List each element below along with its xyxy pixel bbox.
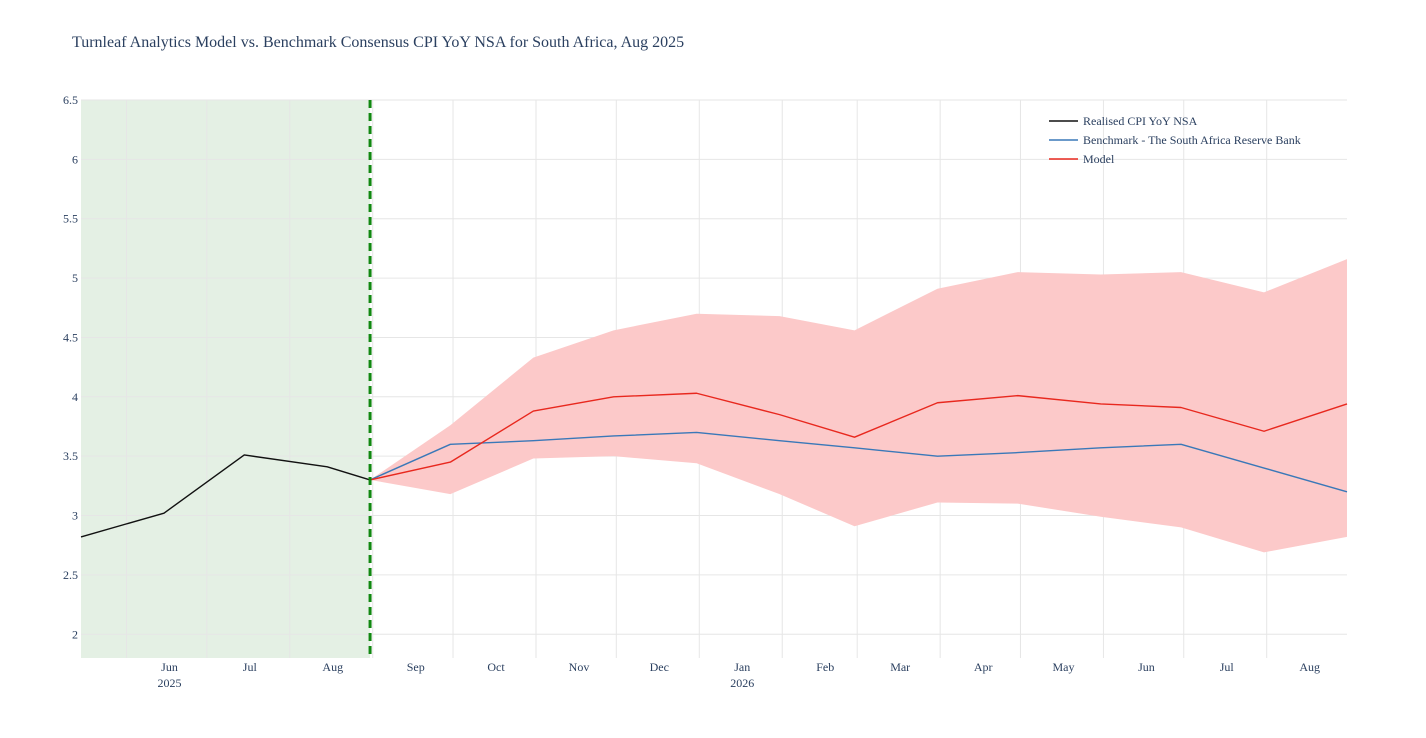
series-lines	[80, 392, 1348, 538]
x-tick-label: May	[1052, 660, 1074, 674]
x-tick-label: Apr	[974, 660, 993, 674]
model-confidence-band	[370, 259, 1347, 553]
x-tick-year-label: 2026	[730, 676, 754, 690]
x-tick-label: Sep	[407, 660, 425, 674]
x-tick-label: Jan	[734, 660, 750, 674]
legend-label: Realised CPI YoY NSA	[1083, 114, 1198, 128]
history-shaded-region	[81, 100, 371, 658]
y-tick-label: 5	[72, 271, 78, 285]
x-tick-label: Nov	[569, 660, 590, 674]
realised-cpi-line	[80, 454, 371, 538]
benchmark-line	[369, 431, 1348, 493]
x-tick-label: Jun	[161, 660, 178, 674]
y-tick-label: 2.5	[63, 568, 78, 582]
y-tick-label: 5.5	[63, 212, 78, 226]
x-tick-label: Jul	[1220, 660, 1235, 674]
legend-item[interactable]: Benchmark - The South Africa Reserve Ban…	[1049, 133, 1301, 147]
y-tick-label: 2	[72, 627, 78, 641]
y-axis-ticks: 2 2.5 3 3.5 4 4.5 5 5.5 6 6.5	[63, 93, 78, 641]
x-axis-ticks: Jun 2025 Jul Aug Sep Oct Nov Dec Jan 2026 Feb Mar Ap…	[158, 660, 1321, 690]
legend-item[interactable]: Model	[1049, 152, 1115, 166]
x-tick-label: Mar	[890, 660, 910, 674]
x-tick-label: Dec	[650, 660, 669, 674]
x-tick-label: Aug	[322, 660, 343, 674]
x-tick-label: Jul	[243, 660, 258, 674]
x-tick-label: Jun	[1138, 660, 1155, 674]
legend[interactable]: Realised CPI YoY NSA Benchmark - The Sout…	[1049, 114, 1301, 166]
legend-label: Benchmark - The South Africa Reserve Ban…	[1083, 133, 1301, 147]
model-line	[369, 392, 1348, 481]
chart-title: Turnleaf Analytics Model vs. Benchmark C…	[72, 34, 685, 51]
x-tick-label: Aug	[1299, 660, 1320, 674]
y-tick-label: 4	[72, 390, 78, 404]
legend-label: Model	[1083, 152, 1115, 166]
x-tick-label: Feb	[816, 660, 834, 674]
y-tick-label: 6	[72, 152, 78, 166]
legend-item[interactable]: Realised CPI YoY NSA	[1049, 114, 1198, 128]
y-tick-label: 6.5	[63, 93, 78, 107]
y-tick-label: 3.5	[63, 449, 78, 463]
y-tick-label: 4.5	[63, 330, 78, 344]
x-tick-label: Oct	[487, 660, 505, 674]
y-tick-label: 3	[72, 509, 78, 523]
x-tick-year-label: 2025	[158, 676, 182, 690]
